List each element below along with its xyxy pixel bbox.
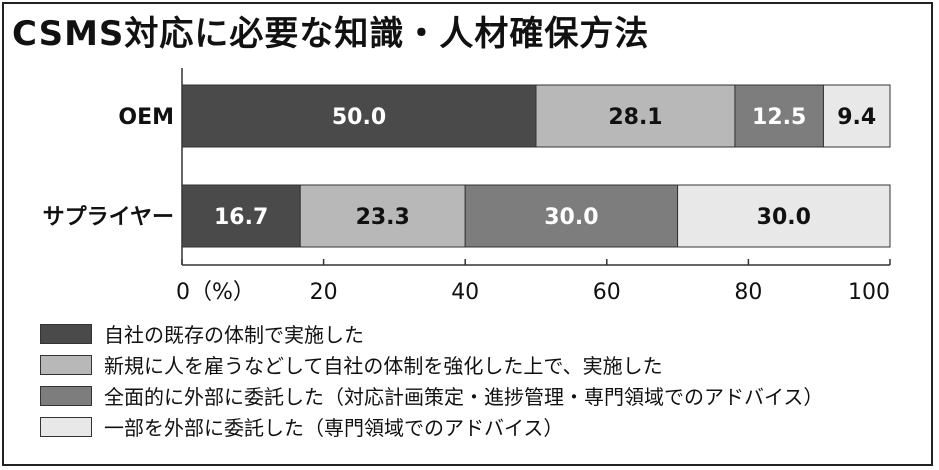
legend-item: 全面的に外部に委託した（対応計画策定・進捗管理・専門領域でのアドバイス） (40, 380, 823, 411)
bar-segment (181, 84, 537, 148)
bar-segment (734, 84, 824, 148)
bar-segment (464, 184, 679, 248)
legend-label: 自社の既存の体制で実施した (104, 323, 364, 347)
legend-label: 新規に人を雇うなどして自社の体制を強化した上で、実施した (104, 354, 663, 378)
legend-label: 全面的に外部に委託した（対応計画策定・進捗管理・専門領域でのアドバイス） (104, 385, 824, 409)
legend-swatch (40, 323, 92, 344)
x-ticks: 0（%） 20 40 60 80 100 (176, 259, 891, 305)
bar-segment (677, 184, 891, 248)
legend-swatch (40, 385, 92, 406)
data-label: 16.7 (214, 205, 268, 230)
legend-item: 一部を外部に委託した（専門領域でのアドバイス） (40, 411, 823, 442)
bar-segment (822, 84, 891, 148)
data-label: 9.4 (837, 105, 876, 130)
data-label: 50.0 (332, 105, 386, 130)
x-tick-label: 100 (848, 280, 890, 305)
x-tick-label: 0（%） (176, 280, 255, 305)
data-label: 30.0 (544, 205, 598, 230)
x-tick-label: 80 (734, 280, 762, 305)
category-label: OEM (118, 105, 174, 130)
x-tick-label: 60 (593, 280, 621, 305)
data-label: 30.0 (757, 205, 811, 230)
legend-swatch (40, 354, 92, 375)
bar-segment (181, 184, 301, 248)
data-label: 12.5 (752, 105, 806, 130)
chart-title: CSMS対応に必要な知識・人材確保方法 (12, 14, 650, 54)
x-tick-label: 40 (451, 280, 479, 305)
x-tick-label: 20 (310, 280, 338, 305)
legend-swatch (40, 416, 92, 437)
bar-segment (535, 84, 736, 148)
category-label: サプライヤー (43, 205, 174, 230)
category-labels: OEM サプライヤー (43, 105, 174, 230)
legend: 自社の既存の体制で実施した 新規に人を雇うなどして自社の体制を強化した上で、実施… (40, 318, 823, 442)
legend-item: 自社の既存の体制で実施した (40, 318, 823, 349)
legend-item: 新規に人を雇うなどして自社の体制を強化した上で、実施した (40, 349, 823, 380)
data-label: 28.1 (608, 105, 662, 130)
legend-label: 一部を外部に委託した（専門領域でのアドバイス） (104, 416, 564, 440)
data-label: 23.3 (356, 205, 410, 230)
bars-group: 50.0 28.1 12.5 9.4 16.7 23.3 30.0 30.0 (181, 84, 891, 248)
